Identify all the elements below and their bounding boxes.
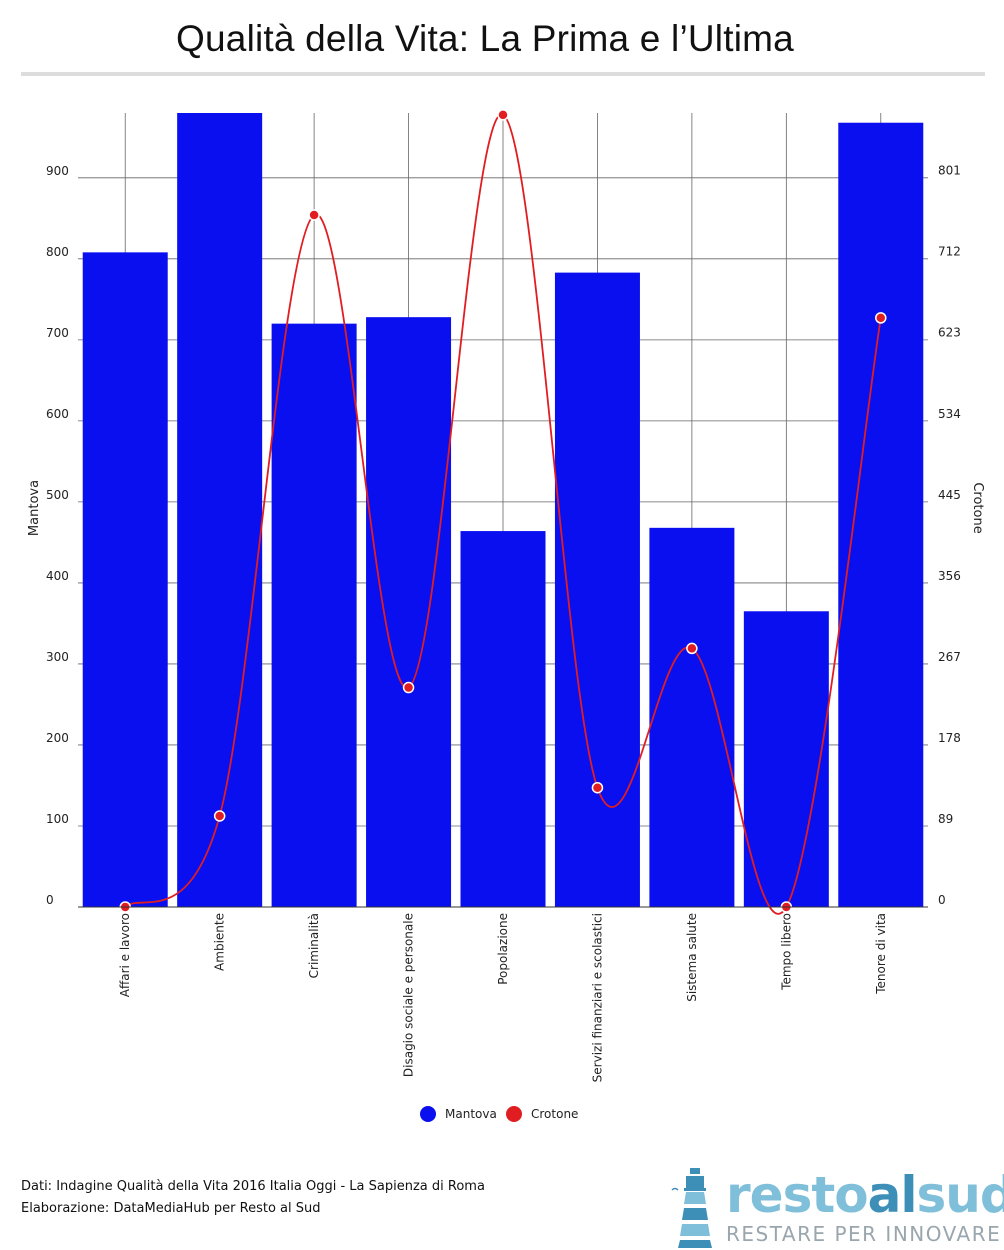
y-left-tick-label: 500 [46,488,69,502]
mantova-bars [82,113,924,908]
bar-mantova [554,272,640,907]
y-right-tick-label: 89 [938,812,953,826]
point-crotone [497,109,509,121]
point-crotone [591,781,604,794]
logo-word-resto: resto [726,1166,869,1224]
bar-mantova [271,323,357,907]
legend-label-mantova: Mantova [445,1107,497,1121]
bar-mantova [649,527,735,907]
legend: Mantova Crotone [420,1106,578,1122]
x-tick-label: Ambiente [213,913,227,971]
point-crotone [875,312,887,324]
source-note: Dati: Indagine Qualità della Vita 2016 I… [21,1176,485,1220]
y-right-tick-label: 356 [938,569,961,583]
bar-mantova [460,531,546,907]
x-tick-label: Popolazione [496,913,510,985]
legend-swatch-mantova [420,1106,436,1122]
x-tick-label: Tenore di vita [874,913,888,995]
y-left-tick-label: 800 [46,245,69,259]
point-crotone [686,642,698,655]
x-tick-label: Sistema salute [685,913,699,1002]
y-left-tick-label: 200 [46,731,69,745]
bar-mantova [838,122,924,907]
y-left-tick-label: 900 [46,164,69,178]
legend-label-crotone: Crotone [531,1107,578,1121]
y-right-tick-label: 445 [938,488,961,502]
y-right-axis-title: Crotone [970,482,985,533]
point-crotone [213,810,226,822]
lighthouse-icon [671,1168,712,1248]
y-right-tick-label: 178 [938,731,961,745]
combo-chart: 0 100 200 300 400 500 600 700 800 900 0 89 178 267 356… [27,109,985,1122]
axes: 0 100 200 300 400 500 600 700 800 900 0 89 178 267 356… [27,164,985,1083]
y-right-tick-label: 534 [938,407,961,421]
y-right-tick-label: 623 [938,326,961,340]
y-left-tick-label: 600 [46,407,69,421]
y-right-tick-label: 267 [938,650,961,664]
y-right-tick-label: 801 [938,164,961,178]
point-crotone [402,681,415,694]
legend-swatch-crotone [506,1106,522,1122]
y-right-tick-label: 0 [938,893,946,907]
y-right-tick-label: 712 [938,245,961,259]
point-crotone [308,209,320,221]
x-tick-label: Criminalità [307,913,321,978]
chart-title: Qualità della Vita: La Prima e l’Ultima [176,18,794,59]
bar-mantova [366,317,452,908]
credit-line: Elaborazione: DataMediaHub per Resto al … [21,1201,321,1216]
y-left-tick-label: 0 [46,893,54,907]
bar-mantova [82,252,168,907]
y-left-tick-label: 700 [46,326,69,340]
title-divider [21,72,985,76]
x-tick-label: Tempo libero [779,913,793,991]
y-left-tick-label: 400 [46,569,69,583]
x-tick-label: Disagio sociale e personale [402,913,416,1077]
y-left-tick-label: 300 [46,650,69,664]
restoalsud-logo: restoalsud RESTARE PER INNOVARE [664,1164,1004,1250]
logo-wordmark: restoalsud [726,1166,1004,1224]
source-line: Dati: Indagine Qualità della Vita 2016 I… [21,1179,485,1194]
x-tick-label: Servizi finanziari e scolastici [590,913,604,1082]
logo-word-al: al [867,1166,918,1224]
x-tick-label: Affari e lavoro [118,913,132,997]
y-left-axis-title: Mantova [27,480,42,536]
bar-mantova [177,113,263,907]
logo-word-sud: sud [916,1166,1004,1224]
bar-mantova [743,611,829,907]
y-left-tick-label: 100 [46,812,69,826]
logo-tagline: RESTARE PER INNOVARE [726,1222,1002,1246]
